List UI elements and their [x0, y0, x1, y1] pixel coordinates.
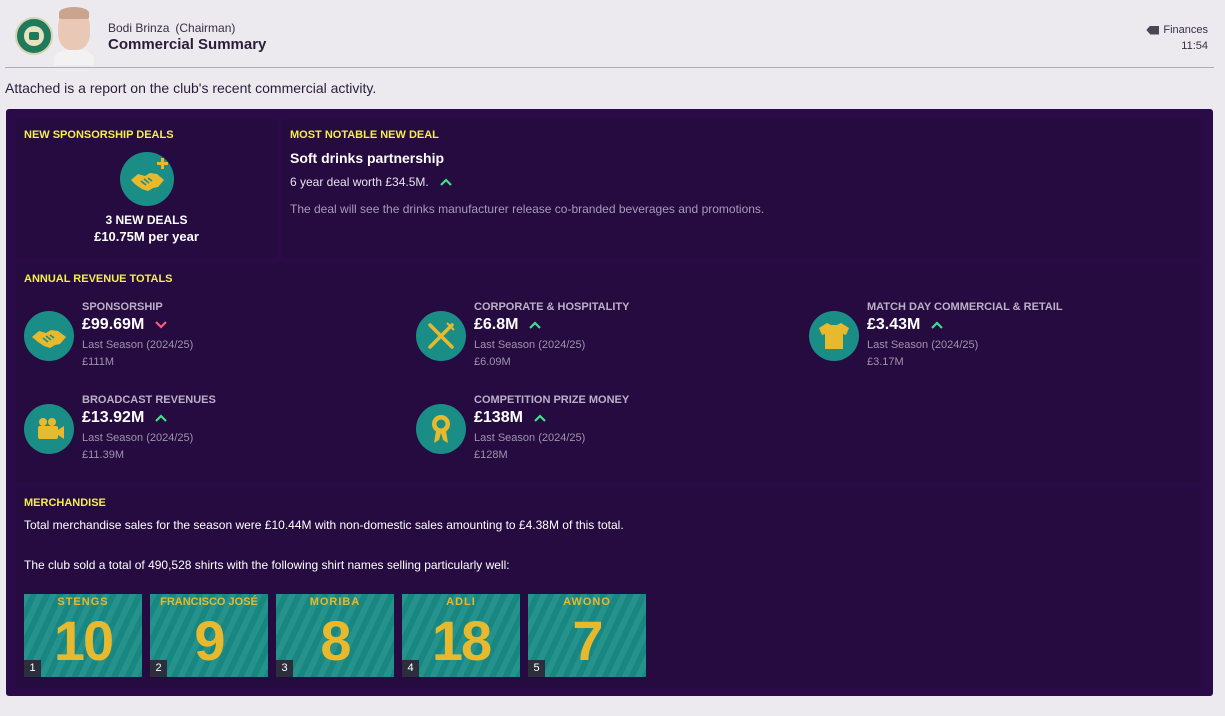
shirt-name: AWONO: [563, 596, 611, 608]
revenue-value-row: £3.43M: [867, 316, 944, 334]
notable-deal-worth-row: 6 year deal worth £34.5M.: [290, 175, 453, 189]
trend-up-icon: [155, 414, 168, 422]
handshake-plus-icon: [120, 152, 174, 206]
handshake-icon: [24, 311, 74, 361]
revenue-label: MATCH DAY COMMERCIAL & RETAIL: [867, 301, 1063, 313]
shirt-name: ADLI: [446, 596, 476, 608]
revenue-value-row: £6.8M: [474, 316, 542, 334]
revenue-value: £13.92M: [82, 409, 145, 426]
shirt-icon: [809, 311, 859, 361]
category-tag[interactable]: Finances: [1146, 24, 1208, 36]
sender-role: (Chairman): [175, 21, 236, 35]
shirt-rank: 3: [276, 660, 293, 677]
shirt-rank: 4: [402, 660, 419, 677]
club-crest-icon[interactable]: [15, 17, 53, 55]
new-deals-count: 3 NEW DEALS: [105, 213, 188, 227]
merchandise-sales-text: Total merchandise sales for the season w…: [24, 518, 624, 532]
trend-down-icon: [155, 321, 168, 329]
revenue-value-row: £138M: [474, 409, 547, 427]
shirt-rank: 5: [528, 660, 545, 677]
new-deals-title: NEW SPONSORSHIP DEALS: [24, 129, 174, 141]
trend-up-icon: [529, 321, 542, 329]
revenue-label: CORPORATE & HOSPITALITY: [474, 301, 630, 313]
shirt-name: MORIBA: [309, 596, 361, 608]
annual-revenue-card: ANNUAL REVENUE TOTALS SPONSORSHIP £99.69…: [16, 263, 1202, 483]
revenue-label: BROADCAST REVENUES: [82, 394, 216, 406]
divider: [5, 67, 1214, 68]
annual-revenue-title: ANNUAL REVENUE TOTALS: [24, 273, 173, 285]
shirt-card[interactable]: AWONO 7 5: [528, 594, 646, 677]
video-camera-icon: [24, 404, 74, 454]
shirt-rank: 1: [24, 660, 41, 677]
new-deals-per-year: £10.75M per year: [94, 229, 199, 244]
shirt-number: 10: [53, 609, 114, 672]
category-label: Finances: [1163, 24, 1208, 36]
sender-name[interactable]: Bodi Brinza: [108, 21, 170, 35]
shirt-rank: 2: [150, 660, 167, 677]
revenue-value: £99.69M: [82, 316, 145, 333]
notable-deal-name: Soft drinks partnership: [290, 150, 445, 166]
revenue-value: £138M: [474, 409, 523, 426]
avatar[interactable]: [54, 5, 94, 65]
shirt-card[interactable]: MORIBA 8 3: [276, 594, 394, 677]
revenue-value: £6.8M: [474, 316, 519, 333]
revenue-value: £3.43M: [867, 316, 921, 333]
merchandise-title: MERCHANDISE: [24, 497, 106, 509]
last-season-label: Last Season (2024/25): [82, 339, 194, 351]
shirt-number: 8: [320, 609, 351, 672]
revenue-value-row: £13.92M: [82, 409, 168, 427]
notable-deal-title: MOST NOTABLE NEW DEAL: [290, 129, 439, 141]
merchandise-shirts-text: The club sold a total of 490,528 shirts …: [24, 558, 510, 572]
medal-icon: [416, 404, 466, 454]
new-deals-card: NEW SPONSORSHIP DEALS 3 NEW DEALS £10.75…: [16, 119, 277, 258]
last-season-label: Last Season (2024/25): [474, 339, 586, 351]
revenue-label: COMPETITION PRIZE MONEY: [474, 394, 630, 406]
last-season-value: £128M: [474, 449, 508, 461]
shirt-number: 18: [431, 609, 492, 672]
sender-line: Bodi Brinza (Chairman): [108, 21, 235, 35]
notable-deal-worth: 6 year deal worth £34.5M.: [290, 175, 429, 189]
message-subject: Commercial Summary: [108, 36, 267, 53]
shirt-number: 7: [572, 609, 603, 672]
last-season-value: £111M: [82, 356, 115, 368]
last-season-label: Last Season (2024/25): [474, 432, 586, 444]
shirt-number: 9: [194, 609, 225, 672]
shirt-card[interactable]: FRANCISCO JOSÉ 9 2: [150, 594, 268, 677]
last-season-label: Last Season (2024/25): [82, 432, 194, 444]
last-season-value: £6.09M: [474, 356, 511, 368]
last-season-value: £11.39M: [82, 449, 124, 461]
last-season-label: Last Season (2024/25): [867, 339, 979, 351]
tag-icon: [1146, 25, 1160, 35]
revenue-label: SPONSORSHIP: [82, 301, 163, 313]
trend-up-icon: [534, 414, 546, 422]
notable-deal-description: The deal will see the drinks manufacture…: [290, 202, 765, 216]
intro-text: Attached is a report on the club's recen…: [5, 80, 377, 96]
report-panel: NEW SPONSORSHIP DEALS 3 NEW DEALS £10.75…: [6, 109, 1213, 696]
shirt-name: STENGS: [57, 596, 109, 608]
notable-deal-card: MOST NOTABLE NEW DEAL Soft drinks partne…: [282, 119, 1202, 258]
message-time: 11:54: [1181, 40, 1208, 52]
shirt-name: FRANCISCO JOSÉ: [160, 596, 258, 608]
cutlery-icon: [416, 311, 466, 361]
trend-up-icon: [931, 321, 944, 329]
shirt-card[interactable]: STENGS 10 1: [24, 594, 142, 677]
message-header: Bodi Brinza (Chairman) Commercial Summary…: [0, 0, 1225, 68]
shirt-card[interactable]: ADLI 18 4: [402, 594, 520, 677]
trend-up-icon: [439, 178, 452, 186]
revenue-value-row: £99.69M: [82, 316, 168, 334]
last-season-value: £3.17M: [867, 356, 904, 368]
